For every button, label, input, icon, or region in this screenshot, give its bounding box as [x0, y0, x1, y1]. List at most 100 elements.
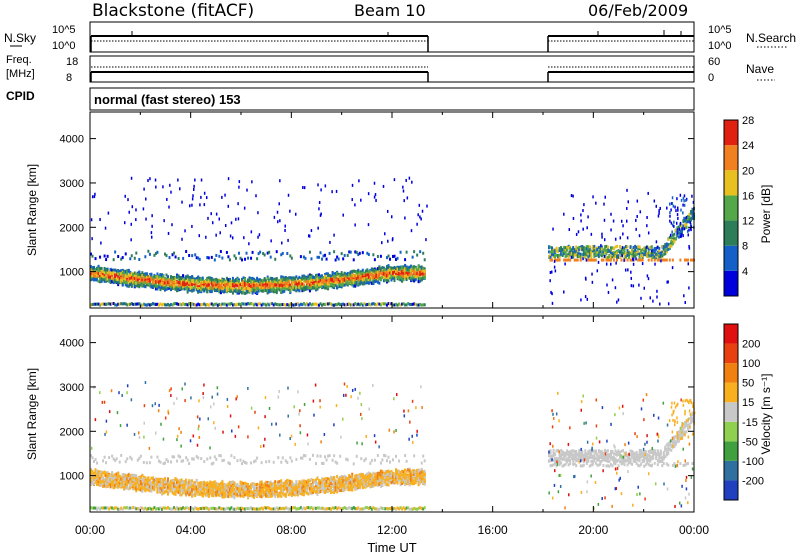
echo-cell-1950	[278, 288, 281, 292]
echo-cell-4373	[656, 295, 658, 299]
echo-cell-184	[106, 471, 109, 475]
echo-cell-4443	[680, 228, 683, 232]
echo-cell-3014	[381, 276, 384, 280]
echo-cell-131	[102, 471, 105, 475]
echo-cell-1129	[198, 284, 201, 288]
echo-cell-2883	[369, 280, 372, 284]
echo-cell-3768	[581, 246, 584, 250]
echo-cell-1632	[247, 302, 250, 306]
echo-cell-2860	[366, 273, 369, 277]
echo-cell-1333	[218, 254, 221, 258]
echo-cell-3748	[576, 249, 579, 253]
echo-cell-1770	[260, 289, 263, 293]
echo-cell-4297	[580, 298, 582, 302]
echo-cell-1144	[200, 285, 203, 289]
echo-cell-3704	[567, 252, 570, 256]
echo-cell-849	[171, 276, 174, 280]
echo-cell-1927	[275, 291, 278, 295]
echo-cell-634	[150, 277, 153, 281]
echo-cell-4023	[640, 251, 643, 255]
echo-cell-1437	[228, 280, 231, 284]
echo-cell-1929	[275, 302, 278, 306]
echo-cell-4338	[570, 194, 573, 198]
echo-cell-832	[170, 285, 173, 289]
echo-cell-1702	[254, 281, 257, 285]
echo-cell-3548	[199, 203, 201, 207]
echo-cell-698	[156, 302, 159, 306]
echo-cell-3456	[273, 215, 276, 219]
echo-cell-446	[132, 280, 135, 284]
echo-cell-3420	[420, 272, 423, 276]
echo-cell-3976	[629, 245, 632, 249]
nsearch-tick-top: 10^5	[708, 24, 732, 36]
echo-cell-3505	[91, 195, 94, 199]
echo-cell-1974	[280, 253, 283, 257]
echo-cell-4432	[691, 194, 693, 198]
echo-cell-618	[148, 283, 151, 287]
echo-cell-757	[162, 282, 165, 286]
echo-cell-4147	[668, 242, 671, 246]
echo-cell-3097	[388, 302, 391, 306]
echo-cell-3173	[396, 267, 399, 271]
echo-cell-2048	[287, 286, 290, 290]
colorbar-tick-1: 8	[742, 241, 748, 253]
echo-cell-2109	[293, 280, 296, 284]
echo-cell-353	[123, 280, 126, 284]
echo-cell-1444	[228, 302, 231, 306]
echo-cell-2116	[295, 280, 298, 284]
echo-cell-600	[147, 283, 150, 287]
echo-cell-3499	[100, 241, 102, 245]
echo-cell-719	[159, 275, 162, 279]
echo-cell-449	[132, 302, 135, 306]
echo-cell-3901	[611, 252, 614, 256]
echo-cell-1125	[198, 286, 201, 290]
echo-cell-2719	[352, 280, 355, 284]
echo-cell-2832	[363, 273, 366, 277]
echo-cell-3570	[207, 216, 209, 220]
echo-cell-2219	[304, 278, 307, 282]
echo-cell-3405	[419, 276, 422, 280]
echo-cell-3778	[584, 249, 587, 253]
echo-cell-957	[182, 274, 185, 278]
echo-cell-461	[133, 282, 136, 286]
echo-cell-522	[139, 283, 142, 287]
echo-cell-3740	[575, 249, 578, 253]
echo-cell-1957	[278, 280, 281, 284]
echo-cell-3784	[585, 245, 588, 249]
echo-cell-3820	[593, 248, 596, 252]
echo-cell-3497	[231, 236, 234, 240]
echo-cell-139	[103, 268, 106, 272]
echo-cell-3259	[405, 271, 408, 275]
echo-cell-2510	[333, 286, 336, 290]
echo-cell-754	[162, 278, 165, 282]
echo-cell-1456	[230, 285, 233, 289]
echo-cell-3566	[130, 176, 133, 180]
echo-cell-1270	[212, 278, 215, 282]
echo-cell-1316	[216, 285, 219, 289]
echo-cell-4226	[686, 220, 689, 224]
echo-cell-3218	[401, 274, 404, 278]
echo-cell-1599	[244, 257, 247, 261]
echo-cell-1068	[192, 280, 195, 284]
echo-cell-71	[96, 278, 99, 282]
echo-cell-4185	[677, 235, 680, 239]
echo-cell-31	[91, 506, 94, 510]
echo-cell-2190	[301, 303, 304, 307]
echo-cell-3904	[612, 251, 615, 255]
echo-cell-3513	[354, 223, 356, 227]
echo-cell-3816	[593, 252, 596, 256]
echo-cell-30	[91, 254, 94, 258]
echo-cell-4244	[691, 216, 694, 220]
echo-cell-91	[97, 274, 100, 278]
echo-cell-2745	[355, 277, 358, 281]
echo-cell-4273	[646, 274, 649, 278]
echo-cell-1208	[206, 256, 209, 260]
echo-cell-3398	[419, 265, 422, 269]
echo-cell-3399	[419, 267, 422, 271]
echo-cell-1803	[263, 253, 266, 257]
echo-cell-257	[114, 473, 117, 477]
echo-cell-2324	[314, 286, 317, 290]
echo-cell-2974	[378, 281, 381, 285]
echo-cell-4126	[664, 244, 667, 248]
echo-cell-3647	[554, 255, 557, 259]
